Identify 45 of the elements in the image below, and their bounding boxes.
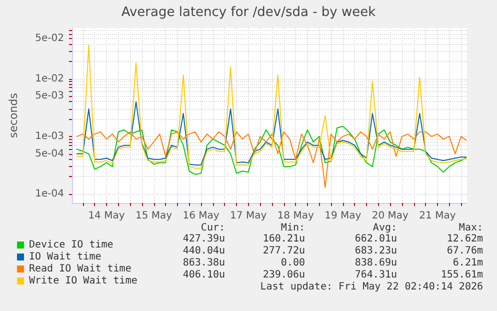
text: Min: <box>280 222 306 234</box>
text: Max: <box>458 222 484 234</box>
y-tick-label: 5e-04 <box>35 148 64 160</box>
x-tick-label: 20 May <box>372 210 409 222</box>
legend-label: Write IO Wait time <box>29 276 138 286</box>
text: 160.21u <box>262 234 306 244</box>
line-series <box>76 44 467 169</box>
y-tick-label: 5e-03 <box>35 90 64 102</box>
x-tick-label: 19 May <box>324 210 362 222</box>
text: 406.10u <box>182 270 226 280</box>
line-series <box>76 131 467 188</box>
text: 764.31u <box>354 270 398 280</box>
text: Last update: Fri May 22 02:40:14 2026 <box>260 282 484 292</box>
text: 427.39u <box>182 234 226 244</box>
y-tick-label: 1e-02 <box>35 73 64 84</box>
y-axis-title: seconds <box>7 92 20 138</box>
text: 6.21m <box>452 258 484 268</box>
text: 838.69u <box>354 258 398 268</box>
legend-label: IO Wait time <box>29 252 102 262</box>
legend-label: Read IO Wait time <box>29 264 132 274</box>
text: 440.04u <box>182 246 226 256</box>
text: 67.76m <box>446 246 483 256</box>
chart-title: Average latency for /dev/sda - by week <box>121 5 376 20</box>
text: Cur: <box>200 222 226 234</box>
text: 863.38u <box>182 258 226 268</box>
y-tick-label: 1e-03 <box>35 130 64 142</box>
text: Avg: <box>372 222 398 234</box>
x-tick-label: 16 May <box>182 210 220 222</box>
x-tick-label: 17 May <box>230 210 267 222</box>
text: 155.61m <box>440 270 484 280</box>
text: 12.62m <box>446 234 483 244</box>
x-tick-label: 18 May <box>277 210 314 222</box>
text: 239.06u <box>262 270 306 280</box>
y-tick-label: 5e-02 <box>35 32 64 44</box>
text: 662.01u <box>354 234 398 244</box>
legend-label: Device IO time <box>29 240 114 250</box>
text: 277.72u <box>262 246 306 256</box>
x-tick-label: 14 May <box>88 210 125 222</box>
line-series <box>76 101 467 166</box>
y-tick-label: 1e-04 <box>35 188 64 200</box>
text: 683.23u <box>354 246 398 256</box>
x-tick-label: 21 May <box>419 210 456 222</box>
text: 0.00 <box>280 258 306 268</box>
line-series <box>76 126 467 175</box>
x-tick-label: 15 May <box>135 210 172 222</box>
